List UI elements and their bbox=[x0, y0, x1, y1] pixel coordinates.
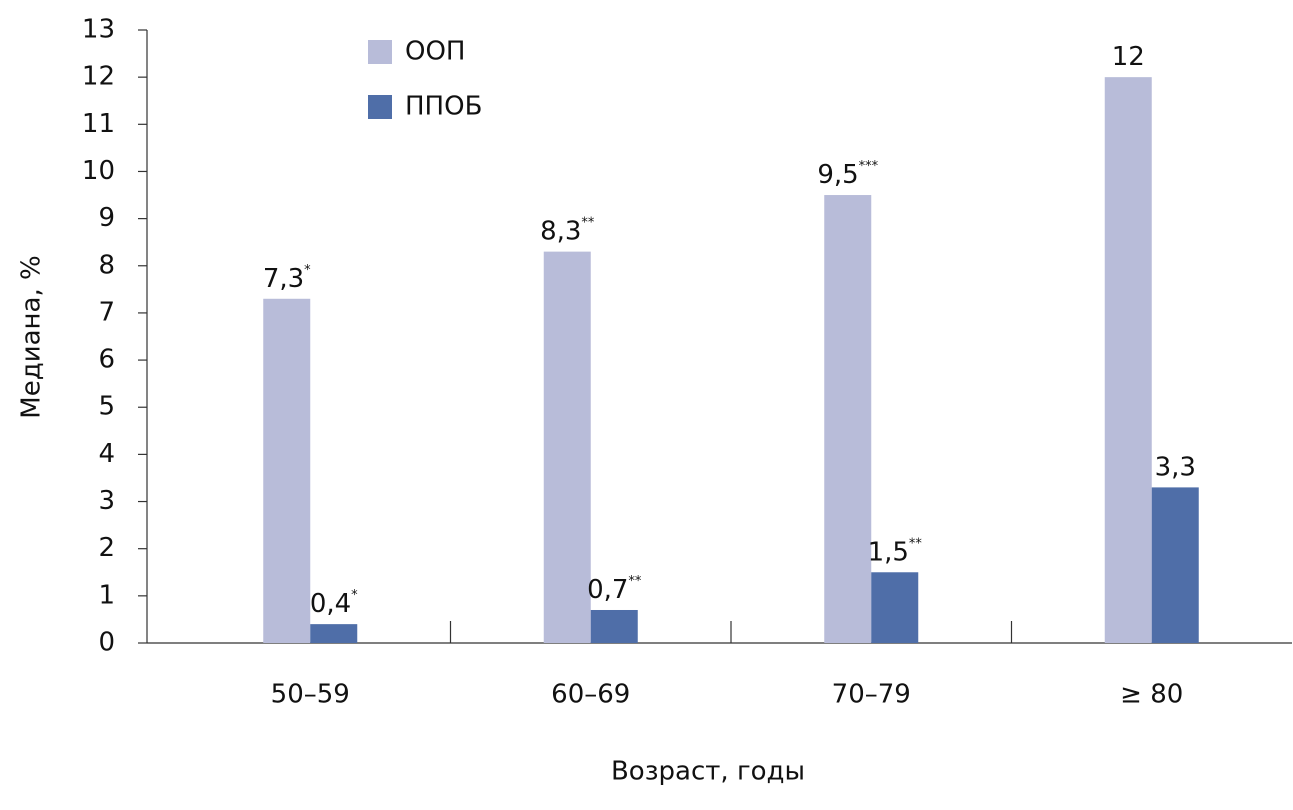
bar bbox=[1104, 77, 1152, 643]
y-tick-label: 7 bbox=[98, 297, 115, 327]
bar bbox=[824, 195, 872, 644]
y-axis-title: Медиана, % bbox=[17, 255, 47, 418]
x-tick-label: 70–79 bbox=[832, 680, 911, 710]
x-tick-label: ≥ 80 bbox=[1120, 680, 1183, 710]
value-label-text: 3,3 bbox=[1155, 452, 1196, 482]
value-label-text: 0,4 bbox=[310, 589, 351, 619]
significance-mark: *** bbox=[859, 159, 879, 174]
y-tick-label: 3 bbox=[98, 486, 115, 516]
value-label: 9,5*** bbox=[817, 159, 878, 190]
significance-mark: ** bbox=[909, 536, 923, 551]
bar bbox=[263, 298, 311, 643]
legend-label: ООП bbox=[405, 37, 465, 67]
y-tick-label: 0 bbox=[98, 628, 115, 658]
value-label-text: 0,7 bbox=[587, 574, 628, 604]
significance-mark: * bbox=[351, 588, 358, 603]
value-label: 0,7** bbox=[587, 573, 642, 604]
bar bbox=[1151, 487, 1199, 643]
y-tick-label: 1 bbox=[98, 580, 115, 610]
significance-mark: ** bbox=[628, 573, 642, 588]
x-axis-title: Возраст, годы bbox=[611, 757, 805, 787]
value-label-text: 12 bbox=[1112, 42, 1145, 72]
value-label-text: 9,5 bbox=[817, 160, 858, 190]
value-label-text: 7,3 bbox=[263, 263, 304, 293]
bar bbox=[310, 624, 358, 643]
x-tick-label: 60–69 bbox=[551, 680, 630, 710]
x-tick-label: 50–59 bbox=[271, 680, 350, 710]
y-tick-label: 2 bbox=[98, 533, 115, 563]
value-label-text: 8,3 bbox=[540, 216, 581, 246]
y-tick-label: 12 bbox=[82, 62, 115, 92]
y-tick-label: 11 bbox=[82, 109, 115, 139]
y-tick-label: 8 bbox=[98, 250, 115, 280]
value-label: 12 bbox=[1112, 42, 1145, 72]
y-tick-label: 6 bbox=[98, 345, 115, 375]
y-tick-label: 4 bbox=[98, 439, 115, 469]
value-label: 7,3* bbox=[263, 262, 311, 293]
value-label-text: 1,5 bbox=[868, 537, 909, 567]
value-label: 8,3** bbox=[540, 215, 595, 246]
y-tick-label: 9 bbox=[98, 203, 115, 233]
y-tick-label: 10 bbox=[82, 156, 115, 186]
legend-swatch bbox=[368, 40, 392, 64]
value-label: 3,3 bbox=[1155, 452, 1196, 482]
bar bbox=[871, 572, 919, 643]
y-tick-label: 5 bbox=[98, 392, 115, 422]
legend-swatch bbox=[368, 95, 392, 119]
value-label: 1,5** bbox=[868, 536, 923, 567]
bar bbox=[590, 609, 638, 643]
legend-label: ППОБ bbox=[405, 92, 482, 122]
value-label: 0,4* bbox=[310, 588, 358, 619]
significance-mark: * bbox=[304, 262, 311, 277]
significance-mark: ** bbox=[581, 215, 595, 230]
bar bbox=[543, 251, 591, 643]
y-tick-label: 13 bbox=[82, 15, 115, 45]
